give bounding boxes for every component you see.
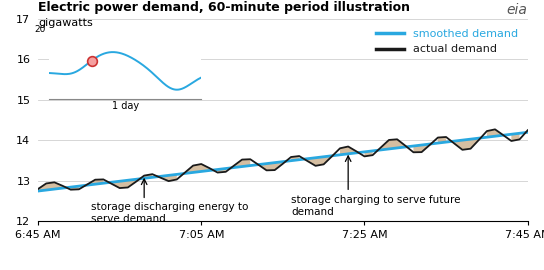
Text: gigawatts: gigawatts [38, 18, 93, 28]
Text: Electric power demand, 60-minute period illustration: Electric power demand, 60-minute period … [38, 1, 410, 14]
Text: storage charging to serve future
demand: storage charging to serve future demand [291, 195, 461, 217]
Text: storage discharging energy to
serve demand: storage discharging energy to serve dema… [91, 202, 249, 224]
Text: eia: eia [507, 3, 528, 17]
Legend: smoothed demand, actual demand: smoothed demand, actual demand [372, 25, 522, 59]
